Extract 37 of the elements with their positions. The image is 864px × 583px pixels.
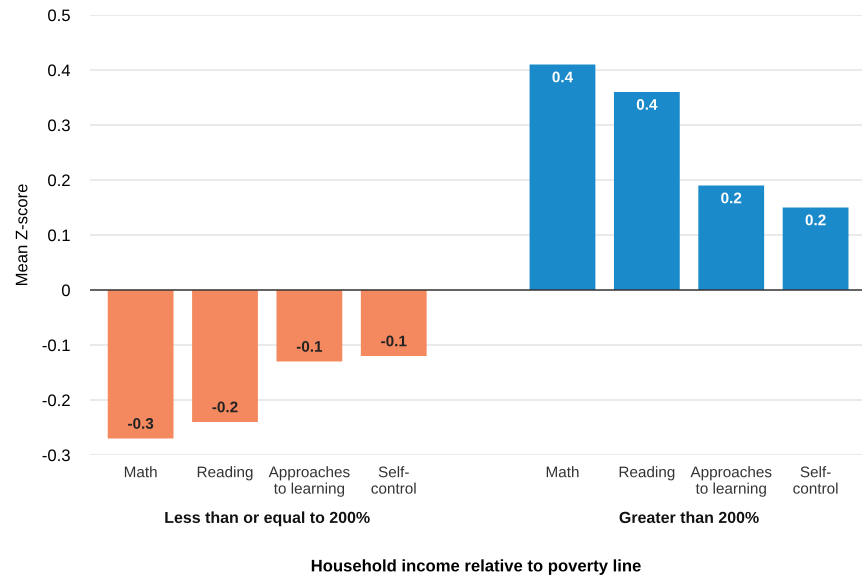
y-tick-label: -0.1 [42,339,70,352]
data-label: -0.1 [381,336,406,346]
bar [276,290,342,362]
bar [108,290,174,438]
x-tick-label: Reading [198,466,252,480]
y-tick-label: 0.4 [48,64,70,76]
data-label: 0.4 [636,99,658,110]
x-tick-label: Self- control [371,466,416,494]
bar [530,64,596,290]
data-label: -0.1 [296,341,322,352]
x-tick-label: Math [124,466,157,478]
x-tick-label: Math [546,466,578,478]
data-label: -0.3 [128,418,154,429]
x-tick-label: Approaches to learning [690,466,772,497]
data-label: -0.2 [212,402,238,412]
data-label: 0.4 [552,72,574,82]
bar [698,186,764,290]
y-tick-label: 0.3 [48,119,70,132]
x-tick-label: Self- control [793,466,838,494]
x-tick-label: Approaches to learning [268,466,350,497]
y-tick-label: 0 [62,284,70,296]
bar [782,208,848,290]
text: Less than or equal to 200% [165,511,370,526]
y-axis-title: Mean Z-score [16,184,28,286]
y-tick-label: 0.5 [48,9,70,22]
y-tick-label: 0.1 [48,229,70,242]
data-label: 0.2 [721,192,742,204]
bar [192,290,258,422]
x-tick-label: Reading [620,466,674,480]
bar [360,290,427,356]
data-label: 0.2 [806,214,826,226]
y-tick-label: 0.2 [48,174,70,186]
x-axis-title: Household income relative to poverty line [312,559,641,575]
y-tick-label: -0.3 [42,449,70,462]
bar [614,92,680,290]
y-tick-label: -0.2 [42,394,70,406]
text: Greater than 200% [620,511,759,524]
